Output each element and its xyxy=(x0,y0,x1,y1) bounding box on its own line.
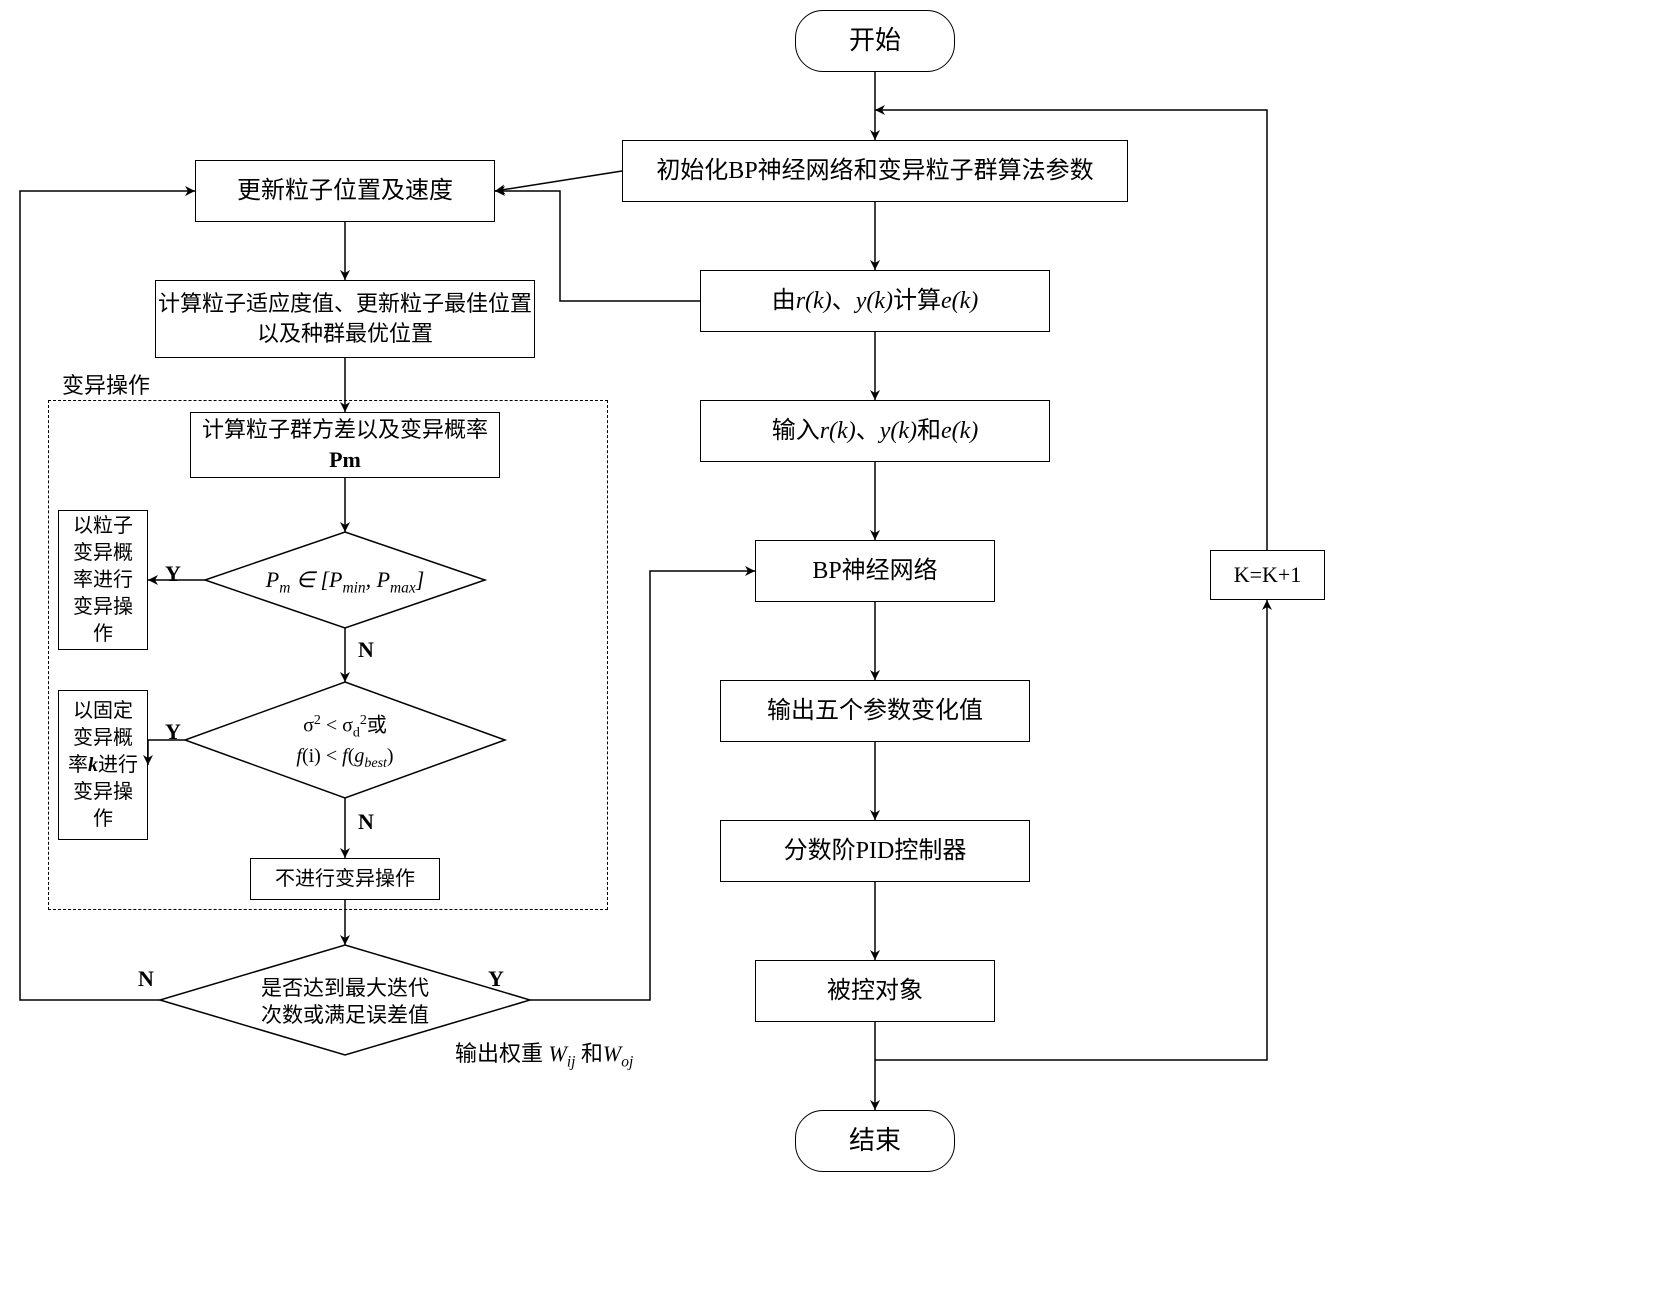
start-node: 开始 xyxy=(795,10,955,72)
fopid-label: 分数阶PID控制器 xyxy=(784,835,967,867)
out-five-label: 输出五个参数变化值 xyxy=(767,695,983,727)
calc-pm-node: 计算粒子群方差以及变异概率Pm xyxy=(190,412,500,478)
fopid-node: 分数阶PID控制器 xyxy=(720,820,1030,882)
init-label: 初始化BP神经网络和变异粒子群算法参数 xyxy=(656,155,1093,187)
diamond-sig-text: σ2 < σd2或 f(i) < f(gbest) xyxy=(235,712,455,773)
update-pv-node: 更新粒子位置及速度 xyxy=(195,160,495,222)
k-inc-label: K=K+1 xyxy=(1234,560,1302,590)
calc-pm-label: 计算粒子群方差以及变异概率Pm xyxy=(202,415,488,474)
label-n-sig: N xyxy=(358,808,374,837)
no-mut-node: 不进行变异操作 xyxy=(250,858,440,900)
start-label: 开始 xyxy=(849,23,901,58)
calc-fit-node: 计算粒子适应度值、更新粒子最佳位置 以及种群最优位置 xyxy=(155,280,535,358)
end-node: 结束 xyxy=(795,1110,955,1172)
label-weights-out: 输出权重 Wij 和Woj xyxy=(455,1040,633,1072)
mut-fixed-node: 以固定变异概率k进行变异操作 xyxy=(58,690,148,840)
init-node: 初始化BP神经网络和变异粒子群算法参数 xyxy=(622,140,1128,202)
bp-net-node: BP神经网络 xyxy=(755,540,995,602)
diamond-pm-text: Pm ∈ [Pmin, Pmax] xyxy=(245,566,445,598)
label-y-pm: Y xyxy=(165,560,181,589)
dashed-label: 变异操作 xyxy=(62,372,150,401)
calc-ek-label: 由r(k)、y(k)计算e(k) xyxy=(772,285,979,317)
label-y-sig: Y xyxy=(165,718,181,747)
calc-ek-node: 由r(k)、y(k)计算e(k) xyxy=(700,270,1050,332)
end-label: 结束 xyxy=(849,1123,901,1158)
plant-node: 被控对象 xyxy=(755,960,995,1022)
label-y-iter: Y xyxy=(488,965,504,994)
calc-fit-label: 计算粒子适应度值、更新粒子最佳位置 以及种群最优位置 xyxy=(158,289,532,348)
label-n-pm: N xyxy=(358,636,374,665)
k-inc-node: K=K+1 xyxy=(1210,550,1325,600)
out-five-node: 输出五个参数变化值 xyxy=(720,680,1030,742)
label-n-iter: N xyxy=(138,965,154,994)
mut-particle-node: 以粒子 变异概 率进行 变异操 作 xyxy=(58,510,148,650)
update-pv-label: 更新粒子位置及速度 xyxy=(237,175,453,207)
input-rye-node: 输入r(k)、y(k)和e(k) xyxy=(700,400,1050,462)
bp-net-label: BP神经网络 xyxy=(812,555,937,587)
input-rye-label: 输入r(k)、y(k)和e(k) xyxy=(772,415,979,447)
no-mut-label: 不进行变异操作 xyxy=(275,866,415,893)
mut-particle-label: 以粒子 变异概 率进行 变异操 作 xyxy=(73,513,133,648)
diamond-iter-text: 是否达到最大迭代 次数或满足误差值 xyxy=(233,975,457,1030)
plant-label: 被控对象 xyxy=(827,975,923,1007)
mut-fixed-label: 以固定变异概率k进行变异操作 xyxy=(68,698,138,833)
